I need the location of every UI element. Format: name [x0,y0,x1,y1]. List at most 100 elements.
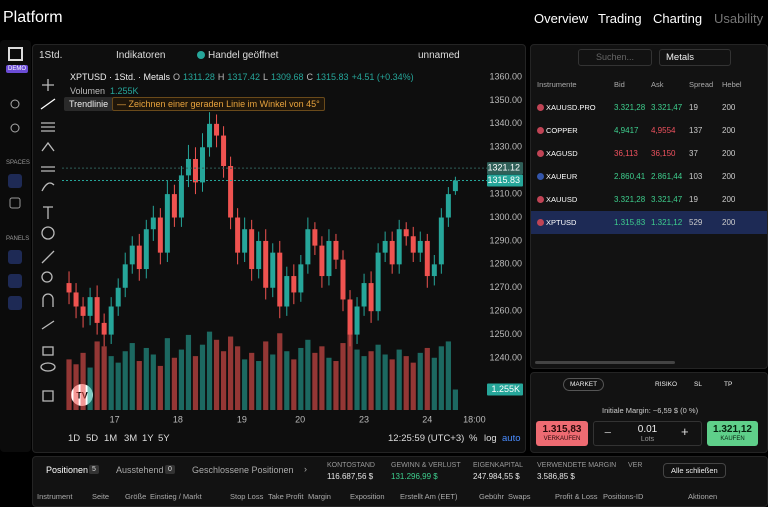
candle-body [164,194,170,253]
demo-badge: DEMO [6,65,28,73]
y-tick-label: 1270.00 [489,282,522,292]
range-button[interactable]: 5D [86,433,99,444]
volume-bar [403,356,409,410]
margin-info: Initiale Margin: ~6,59 $ (0 %) [602,406,699,415]
brand: Platform [3,9,63,26]
candle-body [375,252,381,312]
volume-bar [220,351,227,410]
buy-button[interactable] [707,421,758,446]
ask: 4,9554 [651,126,676,135]
range-button[interactable]: 1D [68,433,81,444]
close-all[interactable]: Alle schließen [663,463,726,478]
spread: 19 [689,195,698,204]
stat-label: VER [628,462,643,469]
nav-item[interactable]: Overview [534,11,589,26]
volume-bar [164,338,170,410]
range-button[interactable]: 3M [124,433,138,444]
lots-minus[interactable]: − [604,425,612,440]
volume-bar [150,354,156,410]
volume-info: Volumen 1.255K [70,86,139,96]
range-button[interactable]: 1Y [142,433,154,444]
auto-toggle[interactable]: auto [502,433,521,444]
volume-bar [445,341,451,410]
candle-body [410,236,416,253]
column-header: Positions-ID [603,492,644,501]
tool-hint: — Zeichnen einer geraden Linie im Winkel… [112,97,325,111]
group-label: Metals [666,52,694,63]
tab[interactable]: Geschlossene Positionen [192,465,294,475]
candle-body [263,240,269,288]
symbol[interactable]: XPTUSD [546,218,577,227]
candle-body [354,306,360,335]
candle-body [207,123,213,148]
column-header: Einstieg / Markt [150,492,202,501]
indicators[interactable]: Indikatoren [116,50,166,61]
clock: 12:25:59 (UTC+3) [388,433,465,444]
lots-plus[interactable]: + [681,424,689,439]
candle-body [108,306,114,335]
y-tick-label: 1290.00 [489,235,522,245]
price-badge-label: 1321.12 [487,162,520,172]
candle-body [403,229,409,237]
risk-tab[interactable]: RISIKO [655,381,678,388]
candle-body [136,245,142,270]
candle-body [157,217,163,253]
symbol[interactable]: XAGUSD [546,149,578,158]
nav-item[interactable]: Charting [653,11,703,26]
tab-next[interactable]: › [304,464,307,474]
candle-body [171,194,177,218]
column-header: Ask [651,80,664,89]
volume-bar [73,364,79,410]
candle-body [284,276,290,307]
bid: 3.321,28 [614,103,646,112]
volume-bar [115,362,121,410]
symbol[interactable]: XAUEUR [546,172,578,181]
flag [537,127,544,134]
candle-body [150,217,156,230]
tab[interactable]: Ausstehend [116,465,164,475]
volume-name: Volumen [70,86,106,96]
order-type[interactable]: MARKET [563,378,605,391]
tab[interactable]: Positionen [46,465,89,475]
bid: 4,9417 [614,126,639,135]
volume-bar [361,356,367,410]
symbol[interactable]: XAUUSD [546,195,578,204]
layout-name[interactable]: unnamed [418,50,460,61]
range-button[interactable]: 5Y [158,433,170,444]
log-toggle[interactable]: log [484,433,497,444]
symbol[interactable]: COPPER [546,126,578,135]
column-header: Hebel [722,80,742,89]
candle-body [249,229,255,270]
bid: 3.321,28 [614,195,646,204]
ohlc-key: L [262,72,268,82]
volume-bar [178,349,185,410]
nav-item[interactable]: Trading [598,11,642,26]
sl-tab[interactable]: SL [694,381,702,388]
volume-bar [199,344,206,410]
change: +4.51 (+0.34%) [351,72,414,82]
group-select[interactable] [659,49,731,66]
range-button[interactable]: 1M [104,433,118,444]
candle-body [66,283,72,293]
volume-bar [249,352,255,410]
candle-body [424,240,430,277]
volume-bar [80,352,86,410]
volume-value: 1.255K [110,86,139,96]
percent-toggle[interactable]: % [469,433,478,444]
symbol[interactable]: XAUUSD.PRO [546,103,596,112]
ohlc-key: O [173,72,181,82]
candle-body [143,229,149,270]
nav-item[interactable]: Usability [714,11,764,26]
tp-tab[interactable]: TP [724,381,733,388]
tab-count: 0 [165,465,175,474]
interval[interactable]: 1Std. [39,50,63,61]
tool-name: Trendlinie [64,97,114,111]
tab-count: 5 [89,465,99,474]
sell-button[interactable] [536,421,588,446]
volume-bar [94,341,100,410]
spread: 37 [689,149,698,158]
candle-body [80,306,86,316]
lots-label: Lots [640,436,655,443]
volume-bar [298,347,304,410]
volume-bar [354,349,360,410]
